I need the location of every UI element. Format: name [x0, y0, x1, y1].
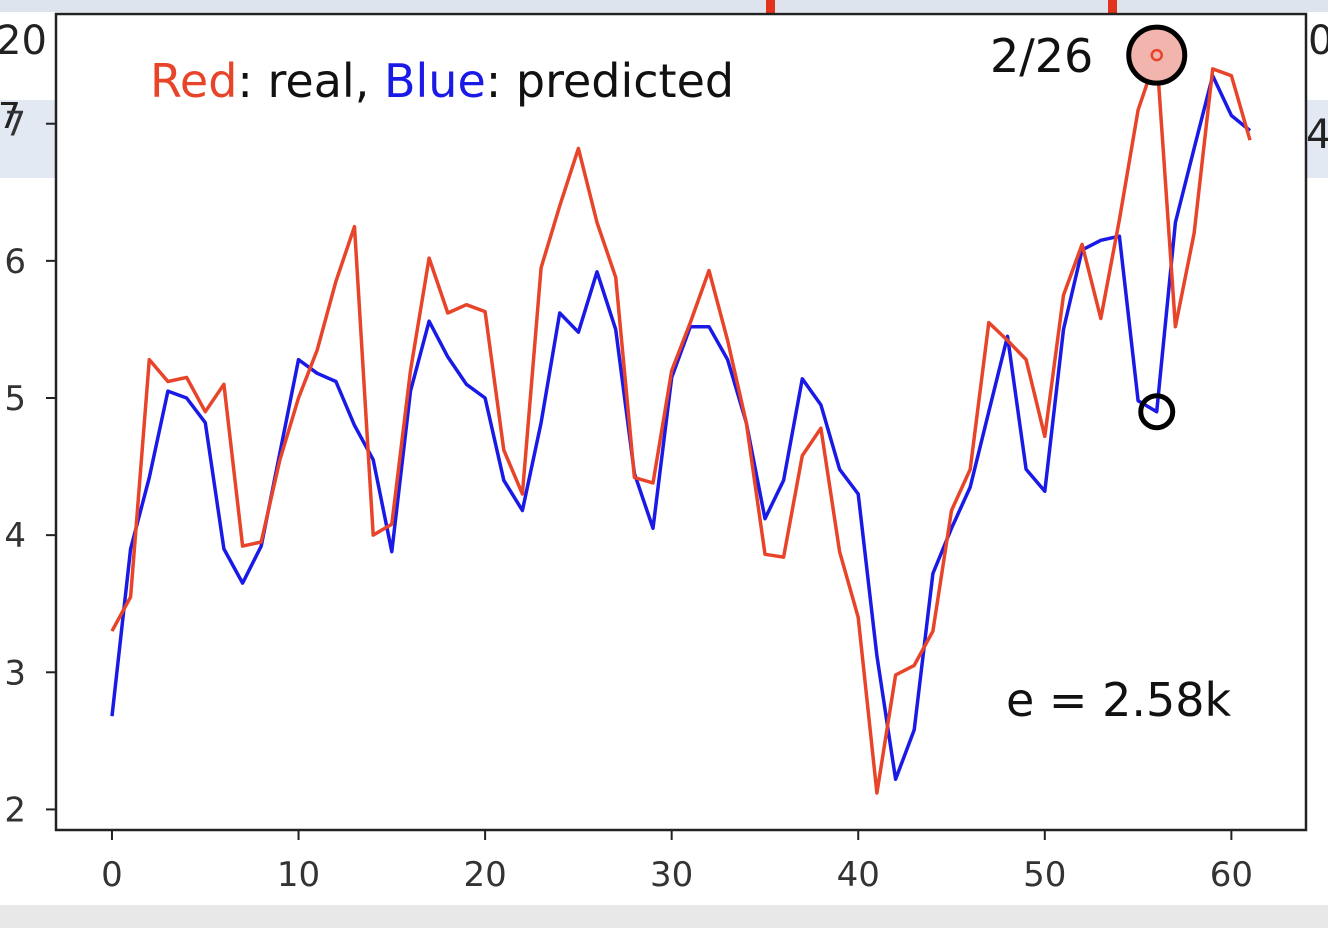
highlight-dot-real: [1150, 48, 1163, 62]
background-edge-text-right-row: 4: [1306, 112, 1328, 158]
x-tick-label: 10: [277, 855, 320, 895]
y-tick-label: 4: [4, 516, 26, 556]
x-tick-label: 20: [463, 855, 506, 895]
x-tick-label: 50: [1023, 855, 1066, 895]
y-tick-label: 3: [4, 653, 26, 693]
series-line-real: [110, 53, 1252, 795]
background-red-marker-left: [766, 0, 775, 14]
highlight-layer: [1126, 24, 1188, 431]
highlight-circle-real: [1126, 24, 1188, 86]
legend-text: Red: real, Blue: predicted: [150, 54, 734, 108]
background-edge-text-right-top: 0: [1308, 18, 1328, 64]
y-tick-label: 7: [4, 105, 26, 145]
background-edge-text-left-row: 7: [0, 96, 21, 137]
y-tick-label: 6: [4, 242, 26, 282]
y-tick-label: 2: [4, 790, 26, 830]
x-tick-label: 0: [101, 855, 123, 895]
background-red-marker-right: [1108, 0, 1117, 14]
date-annotation: 2/26: [990, 29, 1093, 83]
legend-red-word: Red: [150, 54, 237, 108]
error-annotation: e = 2.58k: [1006, 673, 1232, 727]
series-layer: [110, 53, 1252, 795]
background-band-bottom: [0, 905, 1328, 928]
highlight-circle-predicted: [1138, 393, 1176, 431]
axes-ticks: 0 10 20 30 40 50 60 2 3 4 5 6 7: [4, 105, 1253, 895]
plot-area-frame: [54, 12, 1308, 832]
legend-red-rest: : real,: [237, 54, 384, 108]
x-tick-label: 30: [650, 855, 693, 895]
series-line-predicted: [110, 73, 1252, 782]
legend-blue-word: Blue: [384, 54, 486, 108]
background-band-top: [0, 0, 1328, 12]
x-tick-label: 40: [837, 855, 880, 895]
legend-blue-rest: : predicted: [486, 54, 734, 108]
x-tick-label: 60: [1210, 855, 1253, 895]
background-edge-text-left-top: 20: [0, 18, 47, 64]
y-tick-label: 5: [4, 379, 26, 419]
